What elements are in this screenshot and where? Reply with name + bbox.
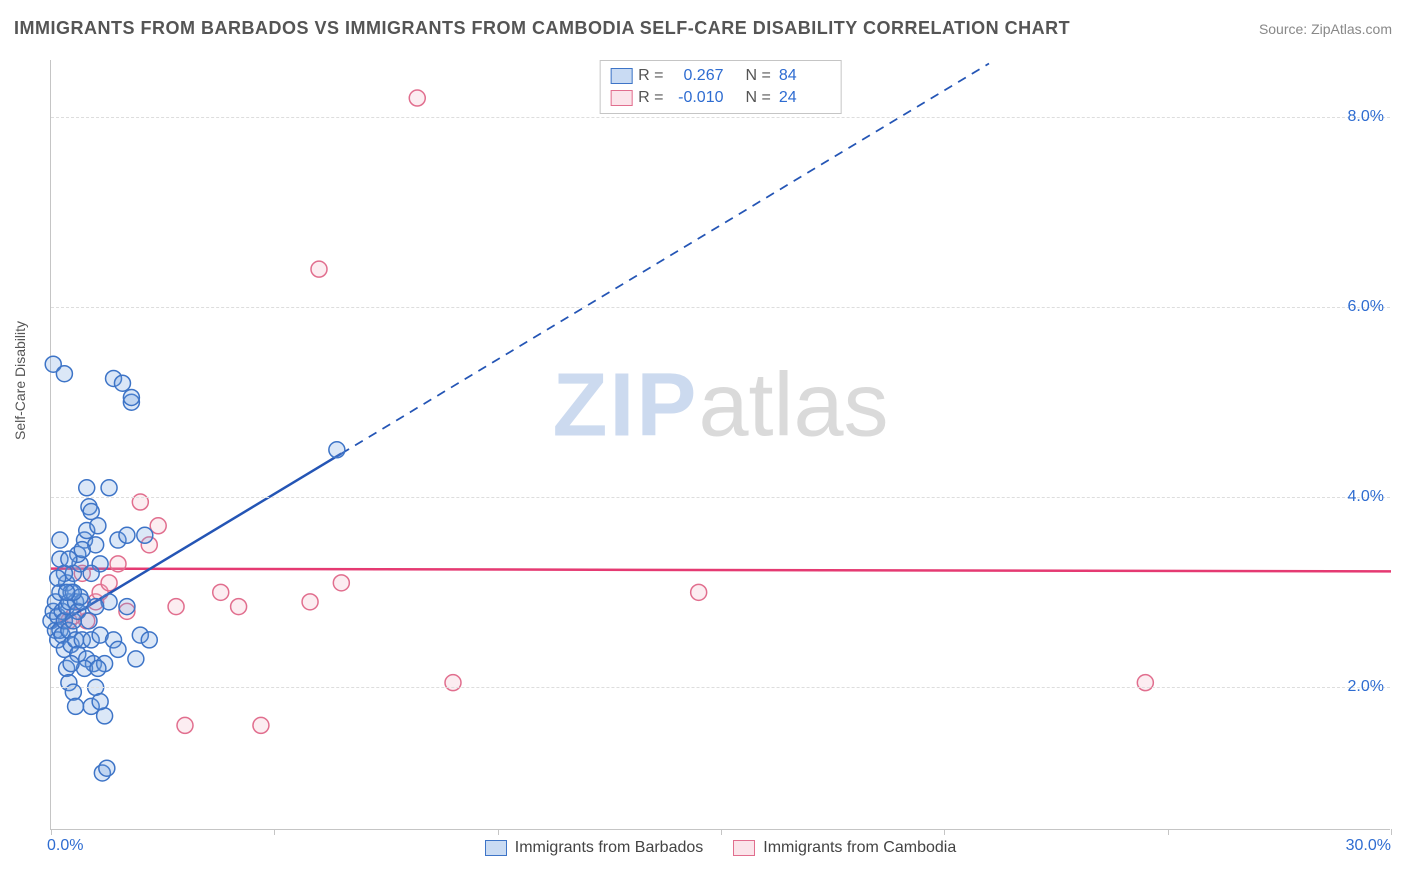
data-point-barbados: [123, 389, 139, 405]
data-point-barbados: [52, 532, 68, 548]
n-label: N =: [746, 65, 771, 87]
data-point-cambodia: [409, 90, 425, 106]
series-label-barbados: Immigrants from Barbados: [515, 839, 704, 857]
data-point-barbados: [90, 660, 106, 676]
data-point-cambodia: [253, 717, 269, 733]
data-point-cambodia: [691, 584, 707, 600]
x-tick-mark: [51, 829, 52, 835]
data-point-barbados: [88, 599, 104, 615]
source-label: Source:: [1259, 21, 1307, 37]
legend-item-cambodia: Immigrants from Cambodia: [733, 839, 956, 857]
data-point-cambodia: [168, 599, 184, 615]
series-legend: Immigrants from Barbados Immigrants from…: [51, 839, 1390, 857]
data-point-barbados: [83, 565, 99, 581]
data-point-cambodia: [302, 594, 318, 610]
data-point-barbados: [79, 480, 95, 496]
swatch-cambodia-icon: [610, 90, 632, 106]
data-point-barbados: [110, 641, 126, 657]
data-point-cambodia: [110, 556, 126, 572]
data-point-cambodia: [231, 599, 247, 615]
gridline: [51, 307, 1390, 308]
source-name: ZipAtlas.com: [1311, 21, 1392, 37]
data-point-cambodia: [213, 584, 229, 600]
data-point-barbados: [101, 480, 117, 496]
x-tick-mark: [944, 829, 945, 835]
trendline-cambodia: [51, 569, 1391, 572]
data-point-barbados: [141, 632, 157, 648]
y-tick-label: 2.0%: [1348, 678, 1384, 696]
r-value-cambodia: -0.010: [672, 87, 724, 109]
x-tick-mark: [1391, 829, 1392, 835]
correlation-legend: R = 0.267 N = 84 R = -0.010 N = 24: [599, 60, 842, 114]
data-point-barbados: [119, 599, 135, 615]
series-label-cambodia: Immigrants from Cambodia: [763, 839, 956, 857]
data-point-barbados: [99, 760, 115, 776]
data-point-barbados: [128, 651, 144, 667]
svg-render-layer: [51, 60, 1390, 829]
x-tick-label: 0.0%: [47, 837, 83, 855]
swatch-cambodia-icon: [733, 840, 755, 856]
chart-title: IMMIGRANTS FROM BARBADOS VS IMMIGRANTS F…: [14, 18, 1070, 39]
data-point-cambodia: [177, 717, 193, 733]
legend-row-barbados: R = 0.267 N = 84: [610, 65, 831, 87]
data-point-barbados: [63, 656, 79, 672]
data-point-cambodia: [311, 261, 327, 277]
trendline-dash-barbados: [341, 64, 989, 454]
source-attribution: Source: ZipAtlas.com: [1259, 21, 1392, 37]
y-tick-label: 8.0%: [1348, 108, 1384, 126]
swatch-barbados-icon: [485, 840, 507, 856]
data-point-barbados: [83, 504, 99, 520]
data-point-barbados: [61, 551, 77, 567]
scatter-plot-area: ZIPatlas R = 0.267 N = 84 R = -0.010 N =…: [50, 60, 1390, 830]
swatch-barbados-icon: [610, 68, 632, 84]
gridline: [51, 687, 1390, 688]
x-tick-mark: [274, 829, 275, 835]
r-label: R =: [638, 65, 663, 87]
r-value-barbados: 0.267: [672, 65, 724, 87]
data-point-cambodia: [333, 575, 349, 591]
data-point-barbados: [68, 698, 84, 714]
gridline: [51, 497, 1390, 498]
data-point-barbados: [92, 694, 108, 710]
n-value-barbados: 84: [779, 65, 831, 87]
y-axis-label: Self-Care Disability: [12, 321, 28, 440]
data-point-barbados: [119, 527, 135, 543]
data-point-barbados: [50, 570, 66, 586]
data-point-barbados: [137, 527, 153, 543]
data-point-barbados: [56, 366, 72, 382]
n-value-cambodia: 24: [779, 87, 831, 109]
y-tick-label: 6.0%: [1348, 298, 1384, 316]
data-point-cambodia: [101, 575, 117, 591]
chart-header: IMMIGRANTS FROM BARBADOS VS IMMIGRANTS F…: [14, 18, 1392, 39]
n-label: N =: [746, 87, 771, 109]
data-point-barbados: [114, 375, 130, 391]
y-tick-label: 4.0%: [1348, 488, 1384, 506]
x-tick-label: 30.0%: [1346, 837, 1391, 855]
gridline: [51, 117, 1390, 118]
x-tick-mark: [498, 829, 499, 835]
x-tick-mark: [1168, 829, 1169, 835]
legend-row-cambodia: R = -0.010 N = 24: [610, 87, 831, 109]
data-point-barbados: [59, 584, 75, 600]
r-label: R =: [638, 87, 663, 109]
data-point-barbados: [329, 442, 345, 458]
legend-item-barbados: Immigrants from Barbados: [485, 839, 704, 857]
x-tick-mark: [721, 829, 722, 835]
